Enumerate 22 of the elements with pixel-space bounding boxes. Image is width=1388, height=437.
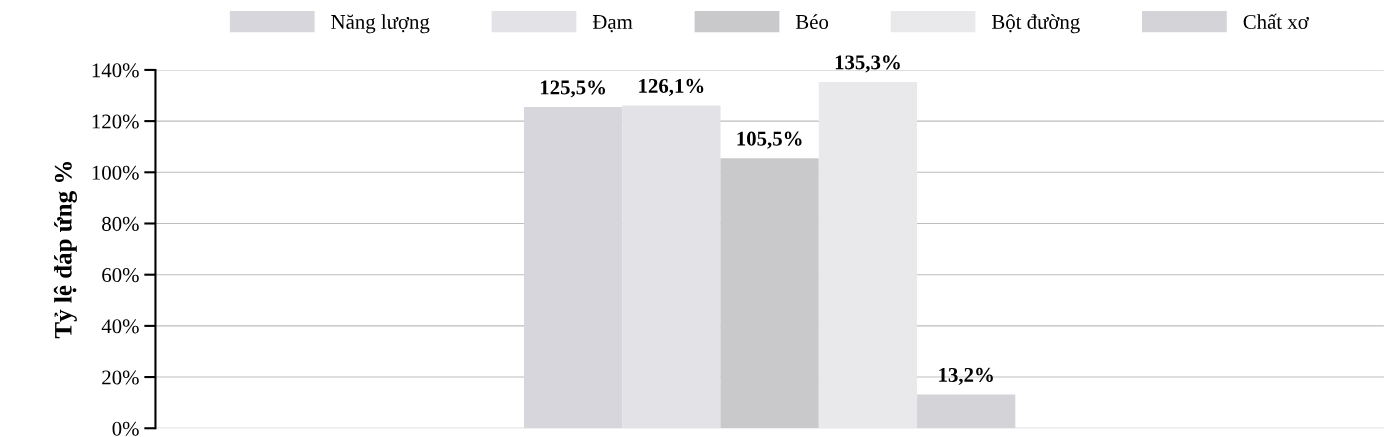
- bar: [917, 394, 1016, 429]
- legend-label: Chất xơ: [1243, 13, 1309, 29]
- y-tick-label: 60%: [102, 268, 139, 283]
- data-label: 125,5%: [540, 80, 606, 98]
- y-tick-label: 40%: [101, 319, 139, 334]
- data-label: 105,5%: [737, 131, 802, 149]
- legend-label: Năng lượng: [331, 14, 430, 34]
- y-tick-label: 80%: [102, 216, 139, 231]
- y-tick-label: 140%: [92, 63, 139, 78]
- y-tick-label: 120%: [92, 114, 139, 129]
- data-label: 135,3%: [835, 55, 900, 73]
- legend-label: Đạm: [592, 15, 633, 33]
- y-tick-label: 20%: [102, 370, 139, 385]
- data-label: 126,1%: [639, 78, 704, 96]
- legend-label: Bột đường: [991, 14, 1080, 34]
- bar: [818, 81, 918, 429]
- legend-label: Béo: [795, 14, 829, 29]
- bar: [720, 158, 819, 429]
- data-label: 13,2%: [939, 367, 993, 385]
- y-tick-label: 0%: [112, 421, 139, 436]
- y-tick-label: 100%: [92, 165, 139, 180]
- y-axis-title: Tỷ lệ đáp ứng %: [53, 161, 77, 339]
